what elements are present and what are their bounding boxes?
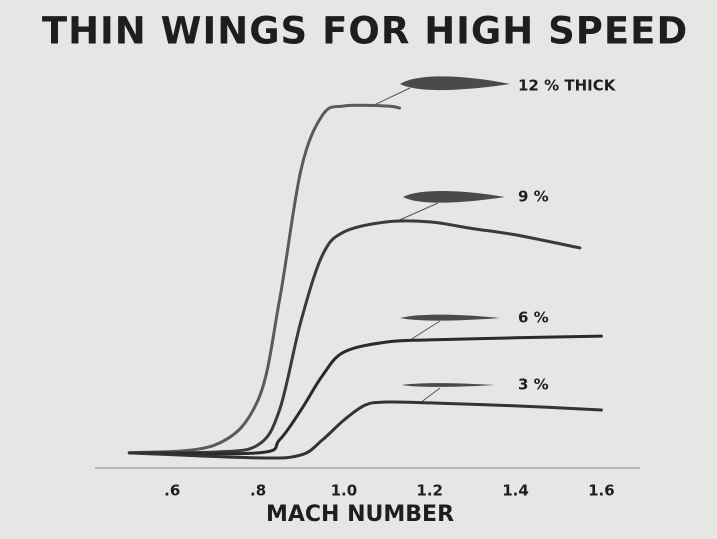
- chart: THIN WINGS FOR HIGH SPEED MACH NUMBER 12…: [0, 0, 717, 539]
- x-tick-label: 1.6: [588, 482, 615, 500]
- series-label: 12 % THICK: [518, 77, 617, 95]
- airfoil: [403, 191, 505, 203]
- x-tick-label: 1.2: [416, 482, 443, 500]
- airfoil: [402, 383, 495, 387]
- series-label: 9 %: [518, 188, 549, 206]
- x-tick-label: 1.0: [331, 482, 358, 500]
- airfoils: [372, 76, 510, 403]
- chart-title: THIN WINGS FOR HIGH SPEED: [42, 10, 688, 53]
- x-axis-label: MACH NUMBER: [266, 502, 454, 527]
- airfoil: [400, 315, 500, 321]
- airfoil: [400, 76, 510, 90]
- leader: [410, 321, 440, 340]
- leader: [420, 388, 440, 403]
- x-tick-label: .6: [164, 482, 180, 500]
- leader: [395, 203, 438, 222]
- x-tick-label: .8: [250, 482, 266, 500]
- line: [129, 336, 601, 454]
- leader: [372, 88, 410, 106]
- x-tick-label: 1.4: [502, 482, 529, 500]
- series-label: 6 %: [518, 309, 549, 327]
- line: [129, 105, 399, 453]
- series-label: 3 %: [518, 376, 549, 394]
